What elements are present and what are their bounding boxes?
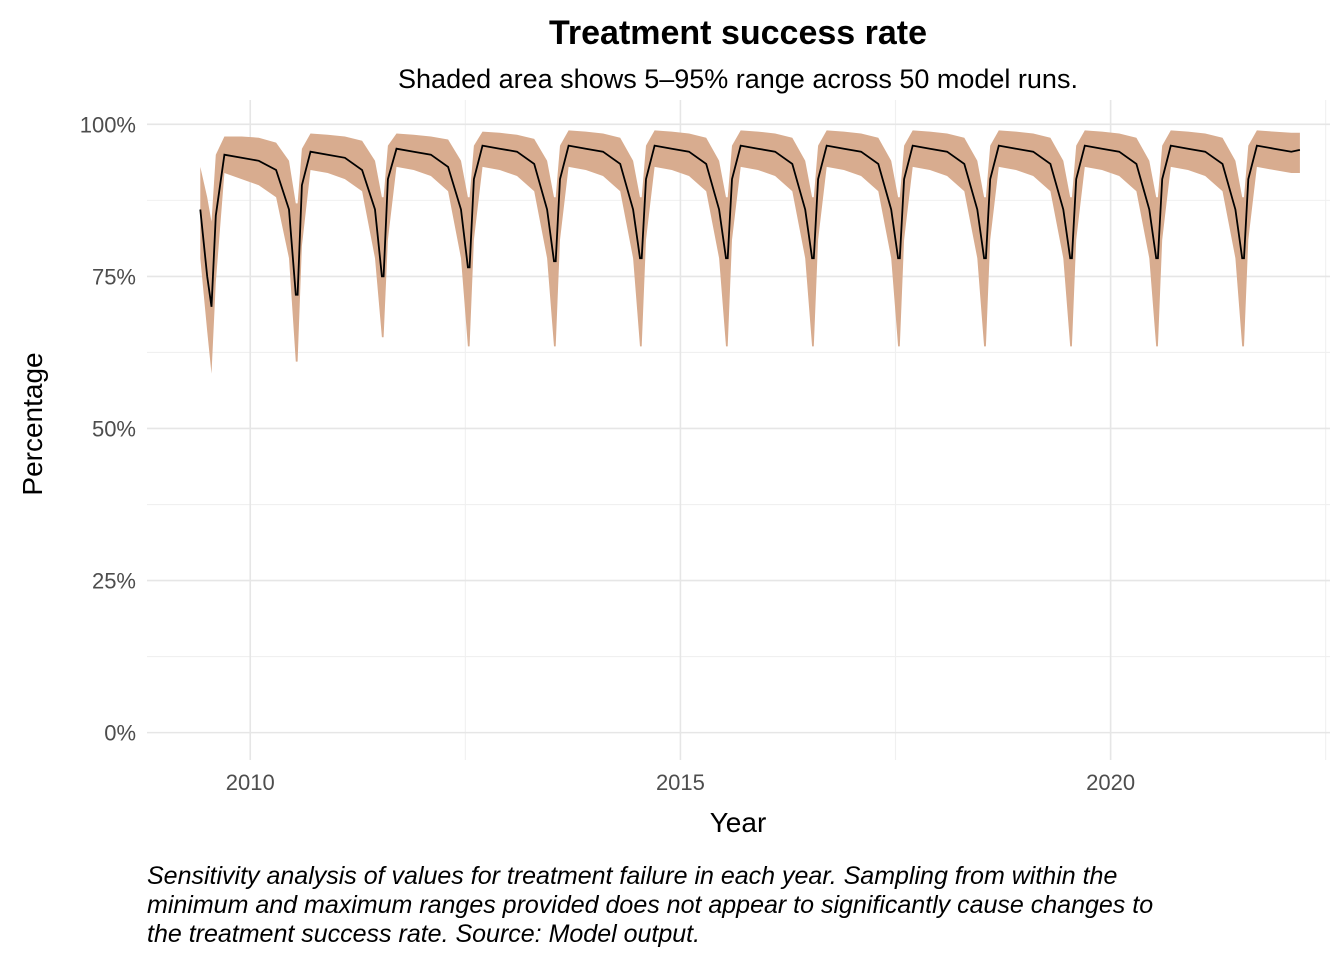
median-line [199,144,1301,307]
chart-title: Treatment success rate [549,14,927,52]
y-tick-label: 75% [92,264,136,289]
x-tick-label: 2020 [1086,770,1135,795]
x-axis-ticks: 2010 2015 2020 [226,770,1135,795]
y-tick-label: 0% [104,721,136,746]
y-tick-label: 100% [80,112,136,137]
y-tick-label: 25% [92,569,136,594]
chart-caption: Sensitivity analysis of values for treat… [147,862,1154,948]
x-axis-title: Year [710,807,767,838]
confidence-ribbon [200,130,1300,374]
y-tick-label: 50% [92,416,136,441]
major-gridlines [147,100,1330,760]
x-tick-label: 2010 [226,770,275,795]
y-axis-ticks: 0% 25% 50% 75% 100% [80,112,136,745]
chart-subtitle: Shaded area shows 5–95% range across 50 … [398,64,1078,94]
y-axis-title: Percentage [17,352,48,495]
x-tick-label: 2015 [656,770,705,795]
